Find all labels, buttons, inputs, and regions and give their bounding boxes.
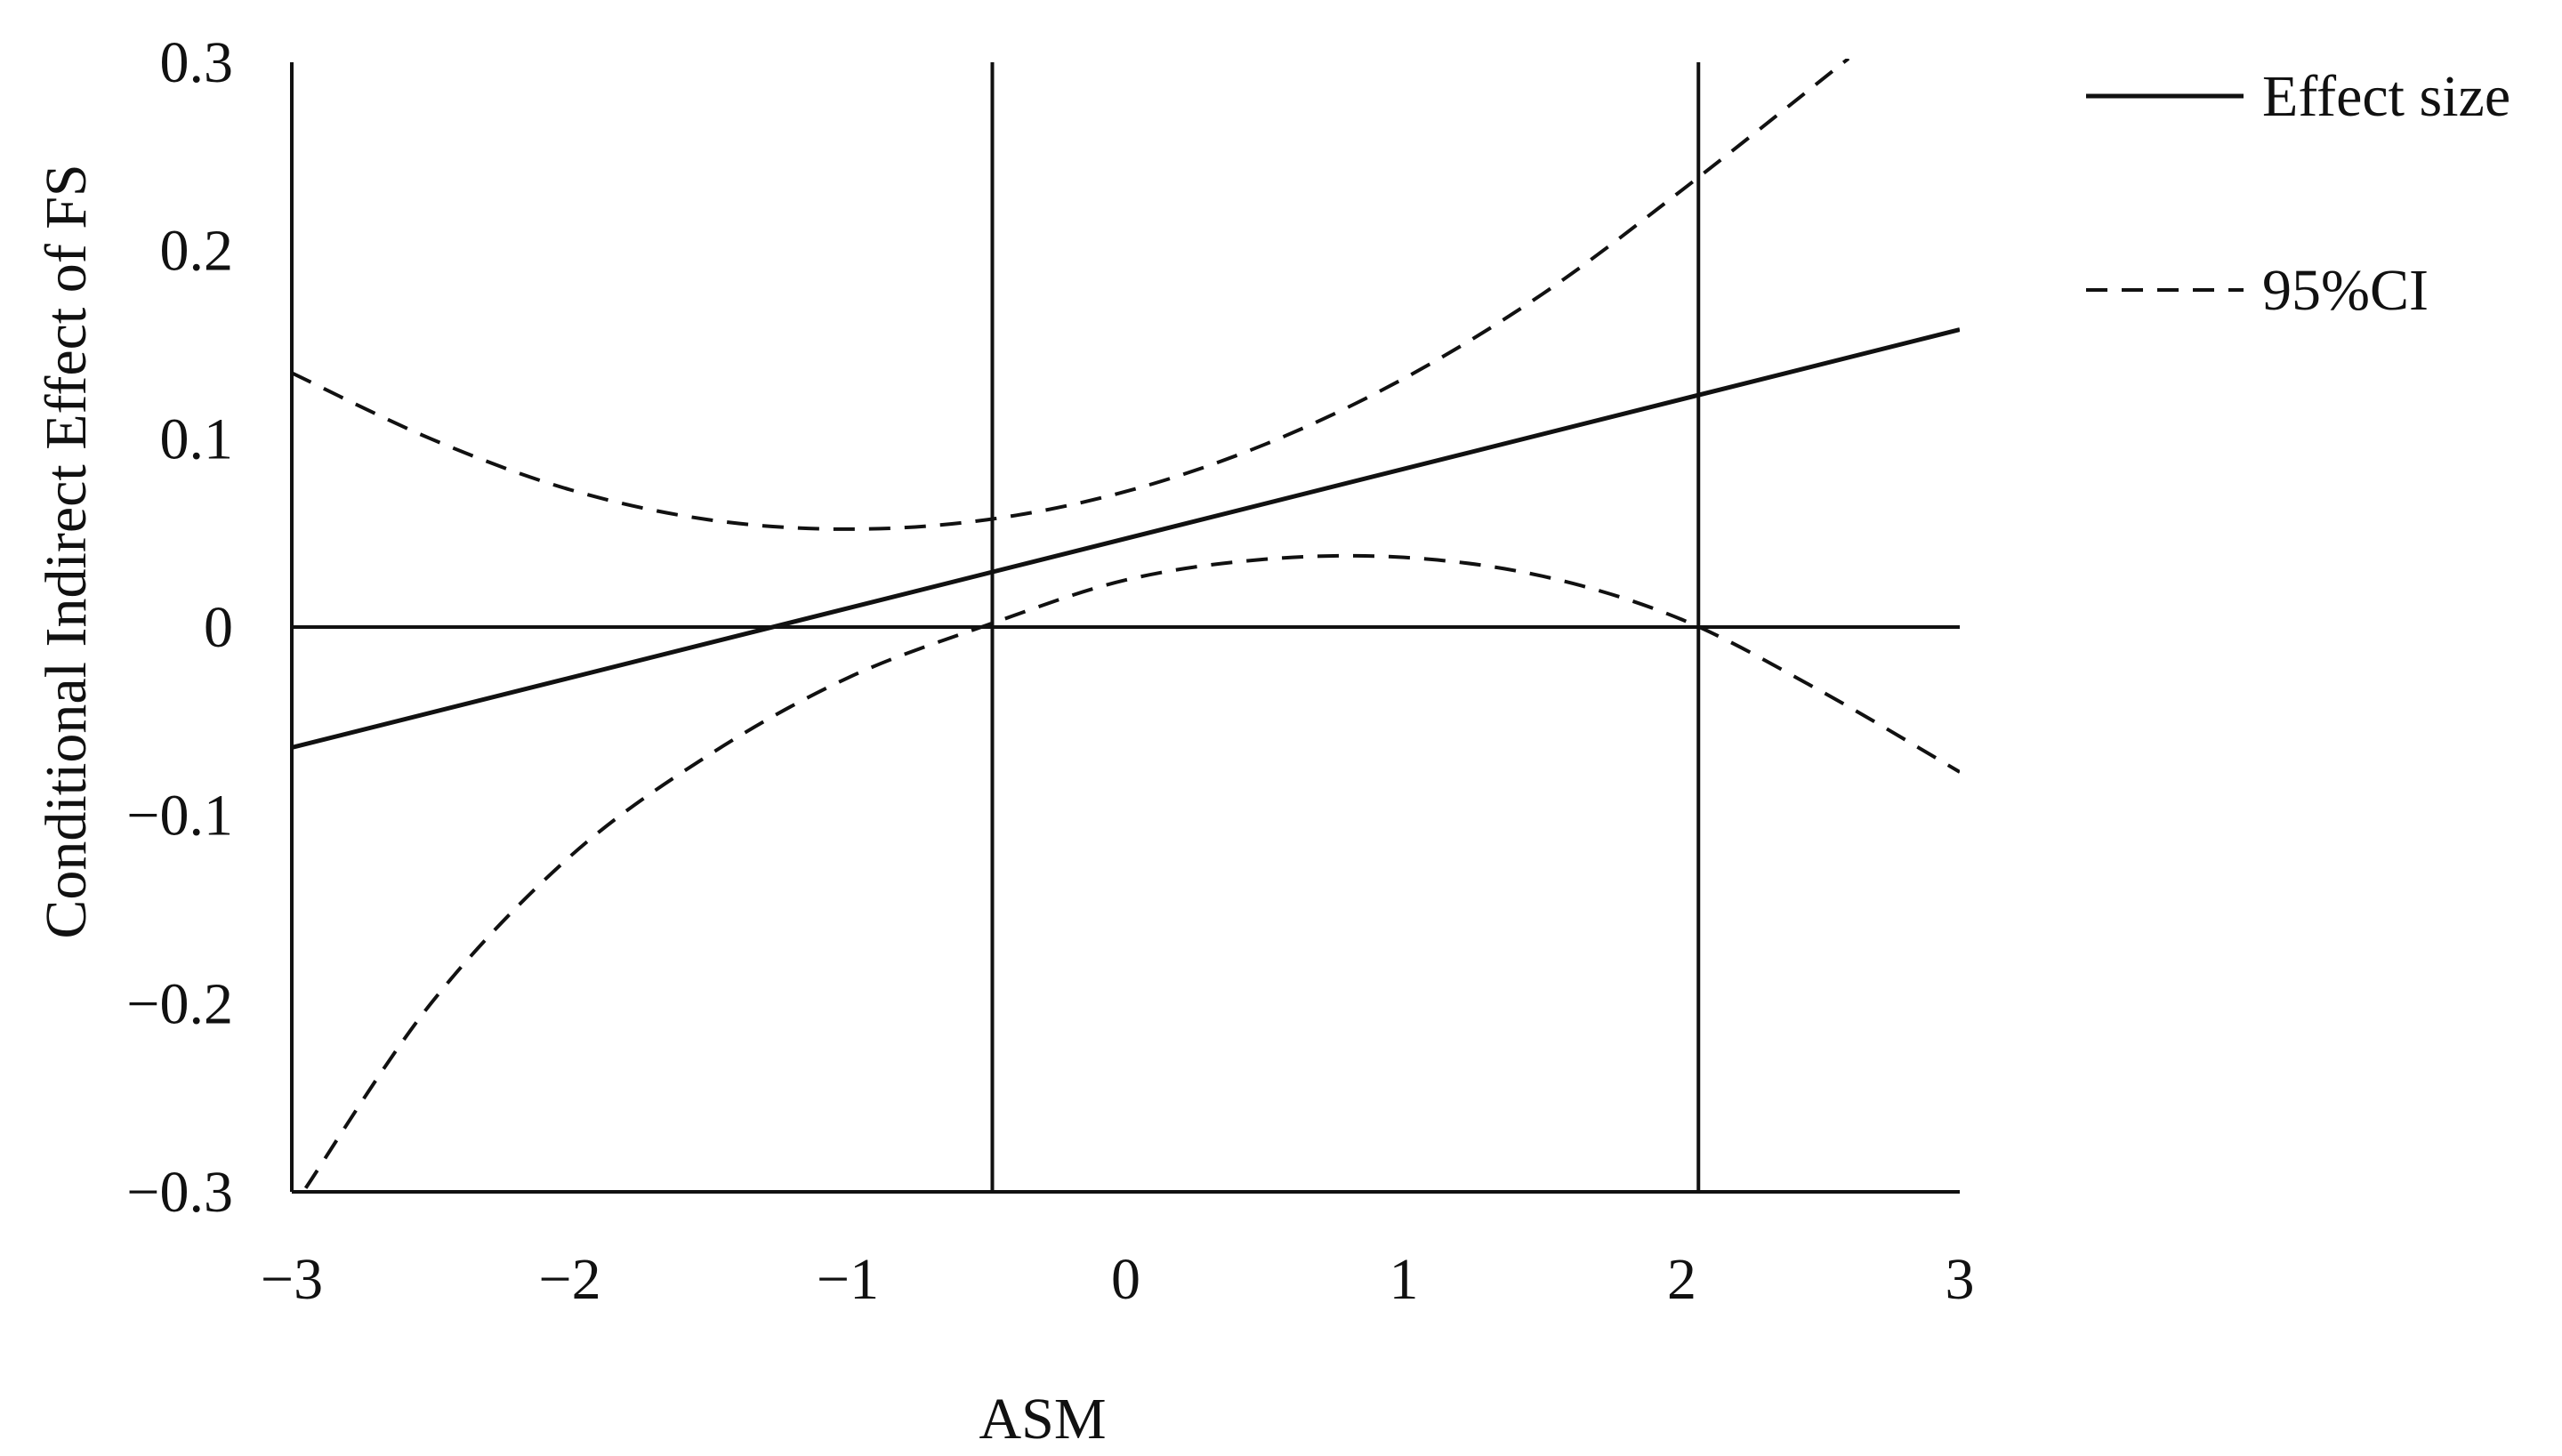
y-tick-label: 0.1 <box>160 406 234 471</box>
x-tick-label: −2 <box>538 1247 600 1312</box>
legend-label-effect-size: Effect size <box>2262 64 2510 129</box>
x-tick-label: 2 <box>1667 1247 1696 1312</box>
legend-label-ci: 95%CI <box>2262 258 2429 323</box>
reference-lines <box>292 62 1960 1192</box>
tick-labels: −3 −2 −1 0 1 2 3 0.3 0.2 0.1 0 −0.1 −0.2 −0.3 <box>126 30 1974 1312</box>
x-tick-label: −3 <box>261 1247 323 1312</box>
effect-size-line <box>292 327 1960 750</box>
x-axis-title: ASM <box>979 1387 1106 1452</box>
y-axis-title: Conditional Indirect Effect of FS <box>34 164 99 938</box>
ci-upper-line <box>292 59 1850 531</box>
y-tick-label: 0.2 <box>160 219 234 284</box>
series-layer <box>292 59 1960 1189</box>
y-tick-label: −0.1 <box>126 784 233 849</box>
ci-lower-line <box>303 553 1960 1189</box>
y-tick-label: −0.2 <box>126 971 233 1036</box>
x-tick-label: −1 <box>817 1247 879 1312</box>
x-tick-label: 1 <box>1390 1247 1419 1312</box>
y-tick-label: −0.3 <box>126 1160 233 1225</box>
y-tick-label: 0 <box>204 595 233 660</box>
legend: Effect size 95%CI <box>2086 64 2510 323</box>
x-tick-label: 3 <box>1946 1247 1975 1312</box>
x-tick-label: 0 <box>1111 1247 1140 1312</box>
axes <box>290 62 1960 1194</box>
y-tick-label: 0.3 <box>160 30 234 95</box>
